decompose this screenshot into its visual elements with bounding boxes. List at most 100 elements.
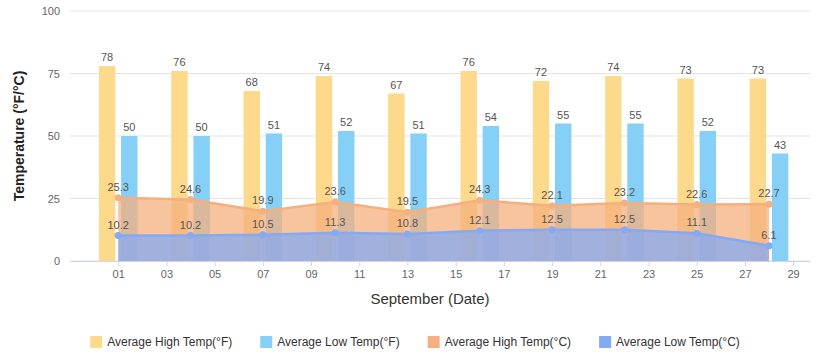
x-tick-mark [649,261,650,266]
plot-marks [99,66,788,261]
y-axis-line [70,12,71,262]
area-series [115,226,773,261]
data-label: 43 [774,139,786,151]
point [693,201,700,208]
data-label: 12.5 [614,213,635,225]
data-label: 73 [752,64,764,76]
x-tick-label: 15 [450,268,462,280]
x-tick-mark [407,261,408,266]
x-tick-mark [215,261,216,266]
x-tick: 13 [402,261,414,280]
data-label: 50 [123,121,135,133]
x-tick-label: 17 [498,268,510,280]
data-label: 23.6 [324,185,345,197]
legend-item[interactable]: Average High Temp(°C) [428,335,571,349]
y-tick-label: 100 [42,5,60,17]
x-tick: 17 [498,261,510,280]
y-tick: 0 [54,255,70,267]
y-axis: 0255075100 [42,5,71,267]
legend: Average High Temp(°F) Average Low Temp(°F… [90,335,740,349]
grid-line [70,11,810,12]
data-label: 52 [702,116,714,128]
data-label: 19.5 [397,195,418,207]
data-label: 51 [268,119,280,131]
legend-item[interactable]: Average High Temp(°F) [90,335,232,349]
x-tick-mark [552,261,553,266]
data-label: 76 [173,56,185,68]
data-label: 78 [101,51,113,63]
point [404,231,411,238]
x-axis-title: September (Date) [370,290,489,307]
data-label: 10.2 [107,219,128,231]
data-label: 74 [318,61,330,73]
x-tick-mark [600,261,601,266]
y-tick-label: 50 [48,130,60,142]
x-tick-mark [263,261,264,266]
legend-swatch [428,336,440,348]
data-label: 51 [412,119,424,131]
x-tick-mark [166,261,167,266]
data-label: 11.1 [686,216,707,228]
x-tick-label: 27 [739,268,751,280]
x-tick: 11 [354,261,365,280]
point [549,226,556,233]
data-label: 72 [535,66,547,78]
y-tick: 50 [48,130,70,142]
x-tick-mark [504,261,505,266]
x-tick-mark [456,261,457,266]
data-label: 67 [390,79,402,91]
data-label: 11.3 [325,216,346,228]
legend-label: Average High Temp(°F) [107,335,232,349]
bar [99,66,115,261]
x-tick-label: 09 [305,268,317,280]
data-label: 68 [246,76,258,88]
area [118,230,769,261]
x-tick: 21 [595,261,607,280]
x-tick: 23 [643,261,655,280]
point [476,197,483,204]
legend-label: Average High Temp(°C) [445,335,571,349]
data-label: 22.7 [758,187,779,199]
point [332,199,339,206]
y-axis-title: Temperature (°F/°C) [11,71,27,202]
data-labels: 7876687467767274737350505152515455555243… [101,51,786,241]
point [332,229,339,236]
data-label: 73 [679,64,691,76]
x-tick: 09 [305,261,317,280]
data-label: 52 [340,116,352,128]
area [118,198,769,261]
x-tick-label: 07 [257,268,269,280]
data-label: 22.1 [541,189,562,201]
point [259,231,266,238]
data-label: 10.2 [180,219,201,231]
point [115,232,122,239]
data-label: 55 [629,109,641,121]
legend-item[interactable]: Average Low Temp(°F) [260,335,399,349]
legend-item[interactable]: Average Low Temp(°C) [599,335,740,349]
point [187,196,194,203]
data-label: 22.6 [686,188,707,200]
data-label: 19.9 [252,194,273,206]
data-label: 54 [485,111,497,123]
data-label: 55 [557,109,569,121]
x-tick-label: 19 [546,268,558,280]
x-tick-mark [697,261,698,266]
x-tick: 27 [739,261,751,280]
point [621,200,628,207]
legend-swatch [599,336,611,348]
point [766,242,773,249]
legend-label: Average Low Temp(°F) [277,335,399,349]
x-tick: 07 [257,261,269,280]
grid [70,11,810,261]
point [766,201,773,208]
x-tick-label: 01 [113,268,125,280]
data-label: 24.6 [180,183,201,195]
data-label: 24.3 [469,183,490,195]
x-tick-mark [793,261,794,266]
line [118,198,769,213]
y-tick: 75 [48,68,70,80]
data-label: 50 [195,121,207,133]
data-label: 12.1 [469,214,490,226]
x-tick-label: 11 [354,268,365,280]
legend-swatch [260,336,272,348]
